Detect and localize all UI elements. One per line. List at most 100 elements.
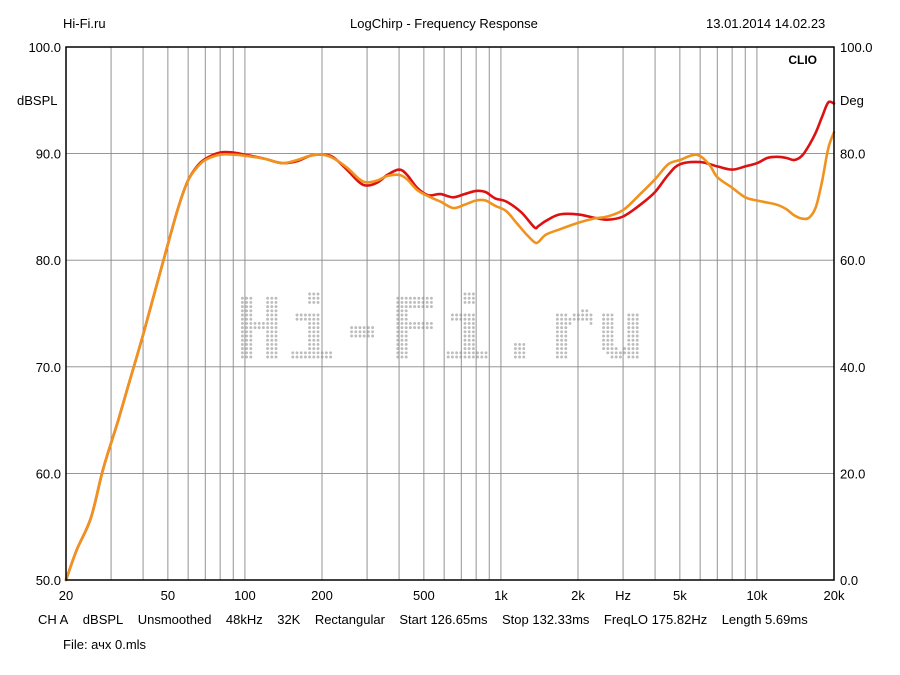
watermark-dot	[400, 326, 404, 330]
watermark-dot	[404, 305, 408, 309]
watermark-dot	[627, 330, 631, 334]
watermark-dot	[631, 317, 635, 321]
watermark-dot	[618, 355, 622, 359]
watermark-dot	[274, 347, 278, 351]
watermark-dot	[581, 313, 585, 317]
watermark-dot	[589, 313, 593, 317]
watermark-dot	[585, 317, 589, 321]
watermark-dot	[555, 326, 559, 330]
watermark-dot	[568, 321, 572, 325]
y-tick-label: 60.0	[36, 466, 61, 481]
watermark-dot	[631, 334, 635, 338]
watermark-dot	[396, 334, 400, 338]
chart-title: LogChirp - Frequency Response	[350, 16, 538, 31]
watermark-dot	[354, 334, 358, 338]
watermark-dot	[606, 334, 610, 338]
watermark-dot	[555, 355, 559, 359]
watermark-dot	[312, 292, 316, 296]
x-tick-label: 50	[161, 588, 175, 603]
watermark-dot	[463, 296, 467, 300]
watermark-dot	[467, 338, 471, 342]
watermark-dot	[240, 355, 244, 359]
watermark-dot	[312, 347, 316, 351]
clio-brand-label: CLIO	[788, 53, 817, 67]
watermark-dot	[413, 300, 417, 304]
watermark-dot	[467, 313, 471, 317]
footer-window: Rectangular	[314, 612, 385, 627]
watermark-dot	[581, 309, 585, 313]
watermark-dot	[467, 326, 471, 330]
watermark-dot	[400, 338, 404, 342]
watermark-dot	[324, 351, 328, 355]
watermark-dot	[635, 330, 639, 334]
watermark-dot	[635, 342, 639, 346]
watermark-dot	[555, 317, 559, 321]
watermark-dot	[266, 309, 270, 313]
watermark-dot	[245, 321, 249, 325]
watermark-dot	[480, 355, 484, 359]
watermark-dot	[484, 351, 488, 355]
watermark-dot	[299, 355, 303, 359]
watermark-dot	[459, 355, 463, 359]
header-left: Hi-Fi.ru	[63, 16, 106, 31]
watermark-dot	[614, 347, 618, 351]
watermark-dot	[446, 351, 450, 355]
watermark-dot	[299, 317, 303, 321]
watermark-dot	[396, 300, 400, 304]
watermark-dot	[253, 321, 257, 325]
watermark-dot	[240, 342, 244, 346]
watermark-dot	[560, 326, 564, 330]
frequency-response-chart: 50.0 60.0 70.0 80.0 90.0 100.0 0.0 20.0 40.0 60.0…	[17, 40, 873, 603]
watermark-dot	[396, 326, 400, 330]
watermark-dot	[610, 347, 614, 351]
watermark-dot	[400, 334, 404, 338]
watermark-dot	[518, 342, 522, 346]
watermark-dot	[635, 317, 639, 321]
watermark-dot	[316, 347, 320, 351]
watermark-dot	[396, 305, 400, 309]
watermark-dot	[471, 355, 475, 359]
watermark-dot	[602, 317, 606, 321]
watermark-dot	[303, 313, 307, 317]
watermark-dot	[446, 355, 450, 359]
watermark-dot	[274, 342, 278, 346]
watermark-dot	[245, 300, 249, 304]
watermark-dot	[316, 342, 320, 346]
watermark-dot	[585, 313, 589, 317]
watermark-dot	[610, 317, 614, 321]
y2-axis-label: Deg	[840, 93, 864, 108]
watermark-dot	[253, 326, 257, 330]
watermark-dot	[316, 338, 320, 342]
watermark-dot	[555, 330, 559, 334]
watermark-dot	[627, 342, 631, 346]
watermark-dot	[270, 300, 274, 304]
x-unit-label: Hz	[615, 588, 631, 603]
watermark-dot	[404, 347, 408, 351]
x-tick-label: 10k	[746, 588, 767, 603]
watermark-dot	[572, 317, 576, 321]
watermark-dot	[245, 355, 249, 359]
watermark-dot	[249, 347, 253, 351]
watermark-dot	[400, 347, 404, 351]
watermark-dot	[270, 317, 274, 321]
watermark-dot	[257, 321, 261, 325]
watermark-dot	[245, 317, 249, 321]
y2-tick-label: 40.0	[840, 360, 865, 375]
watermark-dot	[404, 296, 408, 300]
watermark-dot	[471, 330, 475, 334]
watermark-dot	[476, 355, 480, 359]
watermark-dot	[602, 342, 606, 346]
watermark-dot	[240, 313, 244, 317]
watermark-dot	[274, 326, 278, 330]
watermark-dot	[463, 313, 467, 317]
watermark-dot	[308, 313, 312, 317]
watermark-dot	[627, 317, 631, 321]
x-tick-label: 500	[413, 588, 435, 603]
watermark-dot	[610, 313, 614, 317]
footer-size: 32K	[277, 612, 301, 627]
watermark-dot	[400, 351, 404, 355]
watermark-dot	[245, 313, 249, 317]
watermark-dot	[350, 330, 354, 334]
watermark-dot	[429, 321, 433, 325]
watermark-dot	[459, 351, 463, 355]
